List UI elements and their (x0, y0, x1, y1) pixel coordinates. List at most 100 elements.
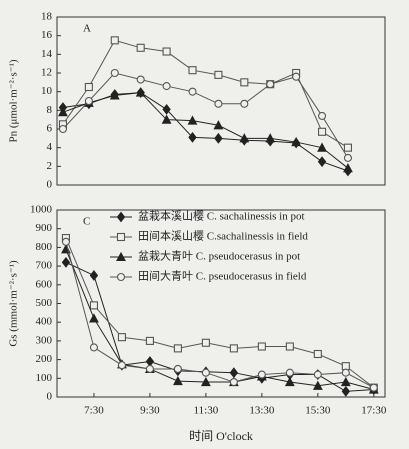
series-line (62, 92, 349, 172)
marker (84, 82, 93, 92)
marker (161, 114, 172, 124)
panel-label: A (83, 23, 91, 35)
y-axis-label: Pn (μmol·m⁻²·s⁻¹) (8, 59, 20, 142)
marker (343, 143, 353, 152)
marker (188, 87, 197, 96)
legend-label: 盆栽大青叶 C. pseudocerasus in pot (138, 249, 300, 263)
marker (266, 80, 275, 89)
y-tick-label: 2 (47, 160, 53, 172)
y-tick-label: 100 (36, 372, 53, 384)
marker (136, 43, 145, 52)
marker (162, 82, 171, 91)
marker (343, 153, 353, 162)
marker (229, 377, 238, 387)
marker (340, 376, 351, 387)
marker (341, 362, 350, 371)
marker (117, 361, 126, 370)
marker (116, 211, 126, 223)
series-line (65, 241, 375, 389)
y-tick-label: 700 (36, 260, 53, 272)
marker (257, 342, 266, 351)
marker (285, 368, 294, 377)
legend-label: 盆栽本溪山樱 C. sachalinessis in pot (138, 209, 305, 223)
x-tick-label: 15:30 (305, 405, 331, 417)
y-tick-label: 300 (36, 334, 53, 346)
marker (317, 127, 327, 136)
marker (229, 344, 238, 353)
y-tick-label: 500 (36, 297, 53, 309)
marker (162, 104, 171, 115)
marker (187, 115, 198, 125)
y-tick-label: 16 (41, 29, 53, 41)
marker (58, 107, 68, 117)
marker (89, 301, 98, 310)
y-tick-label: 8 (47, 104, 53, 116)
marker (341, 385, 351, 397)
marker (369, 383, 378, 392)
marker (58, 124, 68, 134)
marker (117, 333, 126, 342)
legend-label: 田间本溪山樱 C.sachalinessis in field (138, 229, 308, 243)
marker (291, 136, 302, 147)
x-tick-label: 17:30 (361, 405, 387, 417)
marker (135, 87, 146, 97)
marker (285, 342, 294, 351)
y-tick-label: 800 (36, 241, 53, 253)
series-line (65, 261, 374, 392)
marker (84, 96, 93, 106)
marker (200, 376, 211, 387)
marker (312, 380, 323, 390)
marker (341, 368, 350, 377)
marker (343, 163, 353, 173)
marker (201, 368, 210, 377)
marker (89, 270, 99, 281)
y-tick-label: 6 (47, 123, 53, 135)
marker (116, 272, 126, 282)
marker (214, 99, 223, 108)
marker (313, 370, 322, 379)
marker (292, 72, 301, 81)
marker (109, 90, 120, 100)
marker (201, 338, 210, 347)
marker (317, 142, 327, 152)
marker (257, 370, 266, 379)
marker (110, 68, 119, 78)
x-tick-label: 11:30 (194, 405, 219, 417)
marker (172, 375, 183, 386)
marker (110, 36, 119, 45)
series-line (65, 237, 375, 389)
y-tick-label: 12 (41, 67, 52, 79)
y-axis-label: Gs (mmol·m⁻²·s⁻¹) (8, 260, 20, 347)
marker (116, 232, 126, 242)
x-tick-label: 9:30 (140, 405, 160, 417)
marker (173, 364, 182, 374)
x-axis-label: 时间 O'clock (189, 429, 253, 443)
marker (145, 364, 154, 374)
y-tick-label: 18 (41, 11, 53, 23)
y-tick-label: 600 (36, 278, 53, 290)
x-tick-label: 13:30 (249, 405, 275, 417)
marker (188, 132, 197, 143)
marker (317, 156, 327, 168)
marker (173, 344, 182, 353)
marker (136, 75, 145, 84)
marker (265, 133, 276, 143)
marker (214, 132, 223, 144)
series-line (65, 249, 374, 391)
marker (162, 47, 171, 56)
marker (116, 251, 126, 262)
panel-label: C (83, 216, 90, 228)
y-tick-label: 4 (47, 141, 53, 153)
y-tick-label: 10 (41, 85, 53, 97)
series-line (62, 39, 349, 149)
y-tick-label: 900 (36, 222, 53, 234)
legend-label: 田间大青叶 C. pseudocerasus in field (138, 269, 307, 283)
marker (61, 256, 71, 268)
marker (89, 313, 99, 323)
series-line (62, 92, 349, 169)
marker (214, 70, 223, 79)
marker (61, 237, 71, 246)
y-tick-label: 200 (36, 353, 53, 365)
marker (240, 78, 249, 87)
